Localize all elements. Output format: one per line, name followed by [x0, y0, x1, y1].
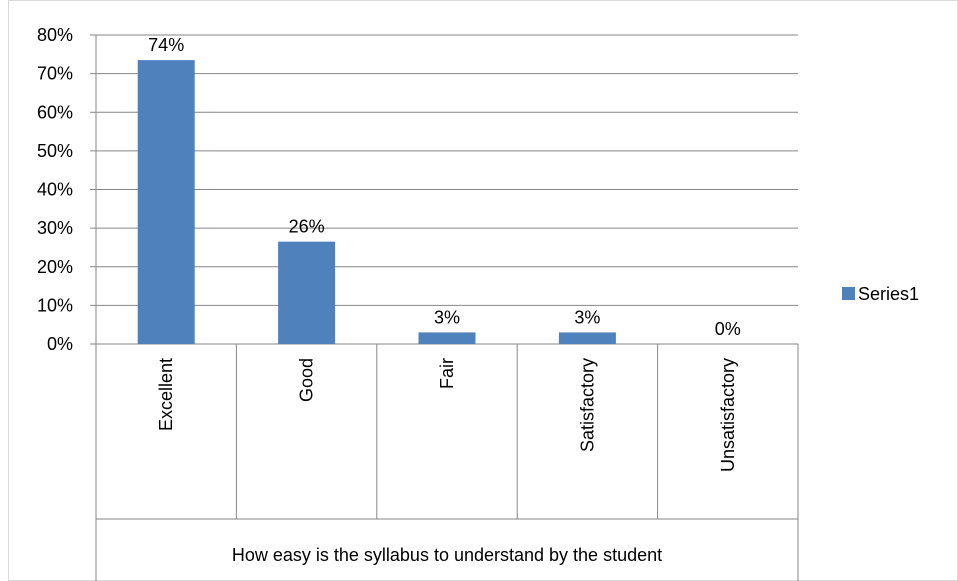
- legend: Series1: [842, 284, 919, 304]
- y-tick-label: 70%: [37, 64, 73, 84]
- gridlines: [90, 34, 798, 345]
- bar: [278, 241, 336, 344]
- data-label: 26%: [289, 217, 325, 237]
- y-axis-tick-labels: 0% 10% 20% 30% 40% 50% 60% 70% 80%: [37, 25, 73, 354]
- x-axis-title: How easy is the syllabus to understand b…: [232, 545, 662, 565]
- data-label: 74%: [148, 35, 184, 55]
- category-label: Satisfactory: [577, 358, 597, 452]
- data-label: 3%: [574, 307, 600, 327]
- y-tick-label: 10%: [37, 295, 73, 315]
- bar: [137, 60, 195, 344]
- category-label: Fair: [437, 358, 457, 389]
- data-label: 0%: [715, 319, 741, 339]
- legend-label: Series1: [858, 284, 919, 304]
- category-label: Unsatisfactory: [718, 358, 738, 472]
- category-label: Good: [297, 358, 317, 402]
- data-label: 3%: [434, 307, 460, 327]
- bars: [137, 60, 616, 344]
- bar: [418, 332, 476, 344]
- y-tick-label: 80%: [37, 25, 73, 45]
- y-tick-label: 20%: [37, 257, 73, 277]
- bar: [558, 332, 616, 344]
- y-tick-label: 40%: [37, 180, 73, 200]
- y-tick-label: 0%: [47, 334, 73, 354]
- y-tick-label: 50%: [37, 141, 73, 161]
- x-axis-category-labels: Excellent Good Fair Satisfactory Unsatisfact…: [156, 358, 738, 472]
- y-tick-label: 60%: [37, 102, 73, 122]
- legend-swatch: [842, 287, 855, 300]
- data-labels: 74% 26% 3% 3% 0%: [148, 35, 741, 339]
- category-label: Excellent: [156, 358, 176, 431]
- y-tick-label: 30%: [37, 218, 73, 238]
